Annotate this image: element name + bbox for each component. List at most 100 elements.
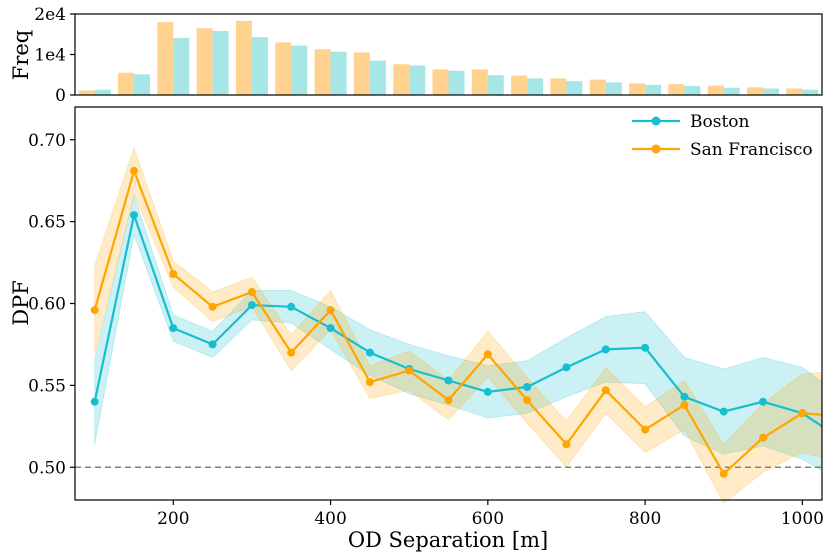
bar-boston-350 xyxy=(291,45,308,95)
y-tick-label: 0.70 xyxy=(28,131,66,151)
bar-san-francisco-900 xyxy=(707,85,724,95)
bar-san-francisco-300 xyxy=(235,20,252,95)
point-san-francisco-900 xyxy=(719,469,728,478)
bar-boston-150 xyxy=(134,74,150,95)
bar-boston-600 xyxy=(487,75,504,95)
bar-san-francisco-550 xyxy=(432,69,449,95)
point-san-francisco-450 xyxy=(365,378,374,387)
point-boston-300 xyxy=(247,301,256,310)
point-boston-250 xyxy=(208,340,217,349)
bar-san-francisco-150 xyxy=(118,72,134,95)
bar-san-francisco-650 xyxy=(511,75,528,95)
bar-boston-650 xyxy=(527,78,544,95)
point-san-francisco-800 xyxy=(641,425,650,434)
legend-san-francisco-marker xyxy=(651,144,661,154)
series-lines xyxy=(93,169,823,475)
point-boston-950 xyxy=(759,397,767,406)
bar-san-francisco-100 xyxy=(78,90,95,95)
point-boston-200 xyxy=(169,324,178,333)
bar-san-francisco-200 xyxy=(157,22,174,96)
line-chart-x-ticks: 200 400 600 800 1000 xyxy=(157,500,824,529)
bar-san-francisco-700 xyxy=(550,78,567,95)
frequency-histogram-panel: 0 1e4 2e4 Freq xyxy=(9,5,823,106)
bar-boston-750 xyxy=(605,82,622,95)
histogram-y-axis-label: Freq xyxy=(9,30,33,80)
histogram-y-tick-label: 0 xyxy=(55,86,66,106)
bar-boston-800 xyxy=(645,84,662,95)
bar-boston-450 xyxy=(369,60,386,95)
x-tick-label: 200 xyxy=(157,509,189,529)
point-san-francisco-750 xyxy=(601,386,610,395)
point-san-francisco-350 xyxy=(287,348,296,357)
point-boston-650 xyxy=(523,383,532,391)
point-san-francisco-650 xyxy=(523,396,532,405)
bar-san-francisco-850 xyxy=(668,84,685,95)
histogram-y-tick-label: 1e4 xyxy=(34,46,66,66)
bar-boston-950 xyxy=(763,88,779,95)
dpf-y-axis-label: DPF xyxy=(9,280,33,326)
x-tick-label: 400 xyxy=(314,509,346,529)
point-boston-850 xyxy=(680,392,689,401)
bar-boston-550 xyxy=(448,70,465,95)
legend-boston-marker xyxy=(651,116,661,126)
x-tick-label: 600 xyxy=(472,509,504,529)
point-boston-400 xyxy=(326,324,335,333)
point-boston-350 xyxy=(287,302,296,311)
y-tick-label: 0.60 xyxy=(28,295,66,315)
point-san-francisco-950 xyxy=(759,433,767,442)
bar-san-francisco-450 xyxy=(353,52,370,95)
point-san-francisco-300 xyxy=(247,288,256,296)
bar-san-francisco-750 xyxy=(589,79,606,95)
point-boston-450 xyxy=(365,348,374,357)
point-boston-600 xyxy=(483,387,492,396)
bar-boston-400 xyxy=(330,51,347,95)
point-san-francisco-600 xyxy=(483,350,492,359)
bar-san-francisco-500 xyxy=(393,64,410,95)
confidence-bands xyxy=(94,146,823,504)
line-san-francisco xyxy=(93,169,823,475)
point-san-francisco-250 xyxy=(208,302,217,311)
legend: Boston San Francisco xyxy=(632,112,813,160)
x-tick-label: 1000 xyxy=(781,509,824,529)
point-boston-100 xyxy=(90,397,99,406)
bar-boston-250 xyxy=(212,31,229,95)
bar-boston-900 xyxy=(723,87,740,95)
point-boston-750 xyxy=(601,345,610,354)
bar-san-francisco-600 xyxy=(471,69,488,95)
y-tick-label: 0.65 xyxy=(28,213,66,233)
point-san-francisco-1000 xyxy=(798,409,807,418)
point-san-francisco-850 xyxy=(680,401,689,409)
bar-san-francisco-1000 xyxy=(786,88,803,95)
bar-san-francisco-950 xyxy=(747,87,763,95)
bar-boston-850 xyxy=(684,86,701,95)
point-boston-700 xyxy=(562,363,571,372)
point-boston-800 xyxy=(641,343,650,352)
point-san-francisco-150 xyxy=(130,166,138,175)
histogram-y-tick-label: 2e4 xyxy=(34,5,66,25)
point-san-francisco-200 xyxy=(169,270,178,278)
bar-boston-100 xyxy=(94,89,111,95)
bar-boston-700 xyxy=(566,81,583,95)
line-boston xyxy=(93,214,823,428)
y-tick-label: 0.55 xyxy=(28,376,66,396)
bar-san-francisco-400 xyxy=(314,49,331,95)
histogram-y-ticks: 0 1e4 2e4 xyxy=(34,5,75,106)
point-san-francisco-400 xyxy=(326,306,335,315)
x-axis-label: OD Separation [m] xyxy=(348,528,548,552)
point-san-francisco-500 xyxy=(405,366,414,375)
bar-san-francisco-800 xyxy=(629,83,646,95)
point-san-francisco-100 xyxy=(90,306,99,315)
band-san-francisco xyxy=(94,146,823,504)
dpf-line-chart-panel: 0.50 0.55 0.60 0.65 0.70 200 400 600 800 1000 DP… xyxy=(9,106,824,552)
histogram-bars xyxy=(78,20,819,96)
x-tick-label: 800 xyxy=(629,509,661,529)
legend-san-francisco-label: San Francisco xyxy=(690,140,813,160)
legend-boston-label: Boston xyxy=(690,112,750,132)
point-san-francisco-700 xyxy=(562,440,571,449)
bar-boston-200 xyxy=(173,37,190,95)
point-boston-150 xyxy=(130,211,138,220)
bar-boston-1000 xyxy=(802,89,819,95)
point-boston-550 xyxy=(444,376,453,385)
y-tick-label: 0.50 xyxy=(28,458,66,478)
